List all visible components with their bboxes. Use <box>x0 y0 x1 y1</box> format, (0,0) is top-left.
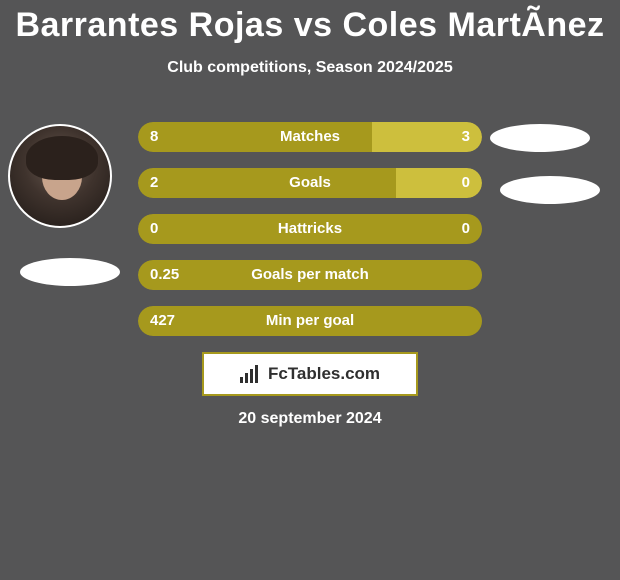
stat-row: 20Goals <box>138 168 482 198</box>
comparison-card: Barrantes Rojas vs Coles MartÃ­nez Club … <box>0 0 620 580</box>
brand-box: FcTables.com <box>202 352 418 396</box>
stat-row: 83Matches <box>138 122 482 152</box>
brand-name: FcTables.com <box>268 364 380 384</box>
stat-row: 0.25Goals per match <box>138 260 482 290</box>
stats-panel: 83Matches 20Goals 00Hattricks 0.25Goals per… <box>138 122 482 352</box>
player-right-club-badge-1 <box>490 124 590 152</box>
stat-label: Matches <box>138 122 482 152</box>
stat-label: Min per goal <box>138 306 482 336</box>
stat-label: Goals <box>138 168 482 198</box>
stat-row: 427Min per goal <box>138 306 482 336</box>
page-subtitle: Club competitions, Season 2024/2025 <box>0 59 620 77</box>
stat-label: Goals per match <box>138 260 482 290</box>
bar-chart-icon <box>240 365 262 383</box>
player-right-club-badge-2 <box>500 176 600 204</box>
page-title: Barrantes Rojas vs Coles MartÃ­nez <box>0 0 620 45</box>
stat-label: Hattricks <box>138 214 482 244</box>
player-left-club-badge <box>20 258 120 286</box>
footer-date: 20 september 2024 <box>0 410 620 428</box>
player-left-avatar <box>8 124 112 228</box>
stat-row: 00Hattricks <box>138 214 482 244</box>
